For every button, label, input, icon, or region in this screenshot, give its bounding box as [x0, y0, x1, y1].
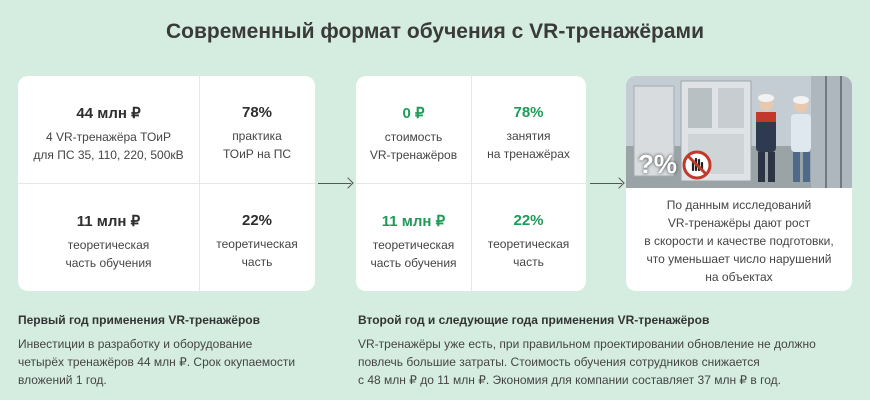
stat-label-line: теоретическая: [372, 238, 455, 252]
percent-question-badge: ?%: [638, 149, 677, 179]
research-text-line: VR-тренажёры дают рост: [667, 216, 811, 230]
stat-label-line: теоретическая: [67, 238, 150, 252]
description-line: VR-тренажёры уже есть, при правильном пр…: [358, 337, 816, 351]
no-hand-icon: [682, 150, 712, 180]
stat-cell: 0 ₽ стоимость VR-тренажёров: [356, 104, 471, 164]
research-text-line: что уменьшает число нарушений: [646, 252, 832, 266]
page-title: Современный формат обучения с VR-тренажё…: [165, 20, 705, 43]
stat-value: 11 млн ₽: [381, 213, 446, 230]
second-year-description: VR-тренажёры уже есть, при правильном пр…: [358, 335, 858, 389]
stat-label-line: практика: [232, 129, 282, 143]
stat-label-line: теоретическая: [487, 237, 570, 251]
stat-label-line: теоретическая: [216, 237, 298, 251]
stat-cell: 44 млн ₽ 4 VR-тренажёра ТОиР для ПС 35, …: [18, 104, 199, 164]
research-text-line: По данным исследований: [666, 198, 812, 212]
stat-value: 78%: [241, 104, 273, 121]
arrow-right-icon: [318, 183, 351, 184]
stat-cell: 22% теоретическая часть: [471, 212, 586, 271]
stat-value: 22%: [241, 212, 273, 229]
stat-cell: 78% практика ТОиР на ПС: [199, 104, 315, 163]
stat-value: 0 ₽: [402, 105, 425, 122]
description-line: с 48 млн ₽ до 11 млн ₽. Экономия для ком…: [358, 373, 781, 387]
research-text-line: в скорости и качестве подготовки,: [644, 234, 834, 248]
stat-cell: 78% занятия на тренажёрах: [471, 104, 586, 163]
description-line: четырёх тренажёров 44 млн ₽. Срок окупае…: [18, 355, 296, 369]
stat-label-line: для ПС 35, 110, 220, 500кВ: [33, 148, 184, 162]
description-line: вложений 1 год.: [18, 373, 107, 387]
research-text: По данным исследований VR-тренажёры дают…: [626, 196, 852, 286]
stat-cell: 22% теоретическая часть: [199, 212, 315, 271]
first-year-heading: Первый год применения VR-тренажёров: [18, 313, 261, 327]
stat-label-line: часть: [241, 255, 273, 269]
first-year-stats-card: 44 млн ₽ 4 VR-тренажёра ТОиР для ПС 35, …: [18, 76, 315, 291]
stat-value: 78%: [513, 104, 544, 121]
stat-label-line: ТОиР на ПС: [222, 147, 292, 161]
stat-value: 44 млн ₽: [76, 105, 141, 122]
stat-label-line: 4 VR-тренажёра ТОиР: [45, 130, 172, 144]
stat-label-line: часть обучения: [370, 256, 457, 270]
research-card: ?% По данным исследований VR-тренажёры д…: [626, 76, 852, 291]
research-text-line: на объектах: [705, 270, 773, 284]
stat-label-line: занятия: [506, 129, 551, 143]
stat-label-line: часть: [513, 255, 544, 269]
stat-value: 22%: [513, 212, 544, 229]
second-year-stats-card: 0 ₽ стоимость VR-тренажёров 78% занятия …: [356, 76, 586, 291]
arrow-right-icon: [590, 183, 622, 184]
substation-photo: ?%: [626, 76, 852, 188]
stat-value: 11 млн ₽: [76, 213, 141, 230]
description-line: повлечь большие затраты. Стоимость обуче…: [358, 355, 760, 369]
stat-label-line: часть обучения: [65, 256, 152, 270]
first-year-description: Инвестиции в разработку и оборудование ч…: [18, 335, 338, 389]
stat-cell: 11 млн ₽ теоретическая часть обучения: [18, 212, 199, 272]
second-year-heading: Второй год и следующие года применения V…: [358, 313, 710, 327]
stat-cell: 11 млн ₽ теоретическая часть обучения: [356, 212, 471, 272]
stat-label-line: VR-тренажёров: [369, 148, 458, 162]
stat-label-line: на тренажёрах: [487, 147, 570, 161]
stat-label-line: стоимость: [384, 130, 443, 144]
description-line: Инвестиции в разработку и оборудование: [18, 337, 253, 351]
